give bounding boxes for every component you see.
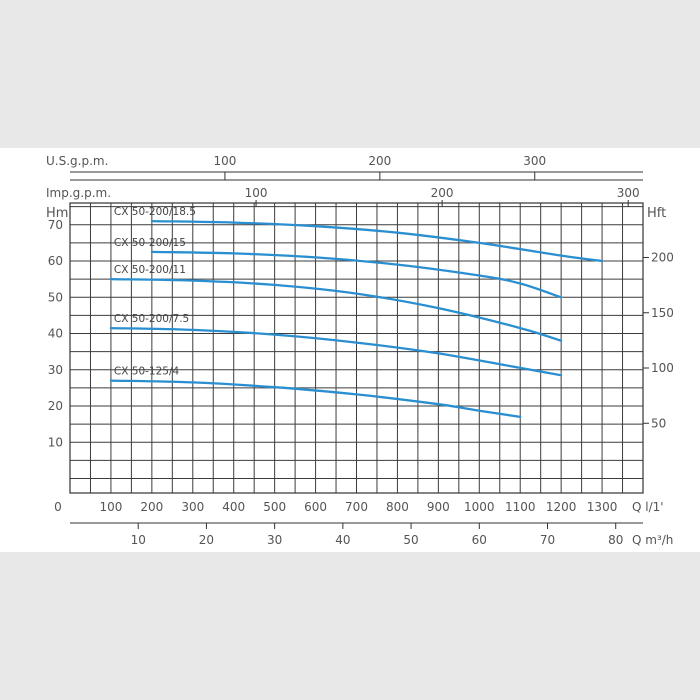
- hft-tick-label: 100: [651, 361, 674, 375]
- plot-frame: [69, 202, 644, 494]
- series-curves: CX 50-200/18.5 CX 50-200/15 CX 50-200/11 CX…: [109, 206, 604, 419]
- x-tick-label: 200: [140, 500, 163, 514]
- pump-curve-panel: U.S.g.p.m. Imp.g.p.m. Hm Hft Q l/1' Q m³…: [0, 148, 700, 552]
- x-tick-label: 1100: [505, 500, 536, 514]
- tick-labels: 100 200 300 100 200 300 0 100 200 300 400 500 600 700…: [48, 154, 674, 547]
- m3h-tick-label: 30: [267, 533, 282, 547]
- y-tick-label: 70: [48, 218, 63, 232]
- x-tick-label: 1200: [546, 500, 577, 514]
- impgpm-tick-label: 100: [245, 186, 268, 200]
- series-curve-4: [109, 379, 522, 419]
- grid: [69, 202, 644, 494]
- usgpm-tick-label: 100: [213, 154, 236, 168]
- x-axis-label-lpm: Q l/1': [632, 500, 664, 514]
- series-curve-1: [150, 250, 563, 299]
- series-label-2: CX 50-200/11: [114, 264, 186, 276]
- m3h-tick-label: 70: [540, 533, 555, 547]
- series-label-4: CX 50-125/4: [114, 366, 180, 378]
- y-axis-label-hft: Hft: [647, 206, 666, 221]
- m3h-tick-label: 80: [608, 533, 623, 547]
- m3h-tick-label: 20: [199, 533, 214, 547]
- y-tick-label: 40: [48, 327, 63, 341]
- x-tick-label: 700: [345, 500, 368, 514]
- impgpm-tick-label: 200: [431, 186, 454, 200]
- usgpm-tick-label: 200: [368, 154, 391, 168]
- y-tick-label: 50: [48, 290, 63, 304]
- x-tick-label: 100: [99, 500, 122, 514]
- x-tick-label: 300: [181, 500, 204, 514]
- hft-tick-label: 200: [651, 251, 674, 265]
- x-axis-label-m3h: Q m³/h: [632, 533, 673, 547]
- series-curve-2: [109, 277, 563, 342]
- series-label-3: CX 50-200/7.5: [114, 313, 189, 325]
- x-tick-label: 400: [222, 500, 245, 514]
- y-tick-label: 60: [48, 254, 63, 268]
- x-tick-label: 1300: [587, 500, 618, 514]
- impgpm-axis-label: Imp.g.p.m.: [46, 186, 111, 200]
- y-tick-label: 20: [48, 399, 63, 413]
- m3h-tick-label: 50: [403, 533, 418, 547]
- pump-performance-chart: U.S.g.p.m. Imp.g.p.m. Hm Hft Q l/1' Q m³…: [46, 154, 674, 547]
- usgpm-axis-label: U.S.g.p.m.: [46, 154, 108, 168]
- hft-tick-label: 50: [651, 416, 666, 430]
- series-label-0: CX 50-200/18.5: [114, 206, 196, 218]
- series-curve-0: [150, 219, 604, 263]
- x-tick-label: 600: [304, 500, 327, 514]
- x-tick-label: 800: [386, 500, 409, 514]
- m3h-tick-label: 40: [335, 533, 350, 547]
- m3h-tick-label: 60: [472, 533, 487, 547]
- impgpm-tick-label: 300: [617, 186, 640, 200]
- hft-tick-label: 150: [651, 306, 674, 320]
- y-axis-label-hm: Hm: [46, 206, 68, 221]
- series-curve-3: [109, 326, 563, 377]
- x-tick-label: 500: [263, 500, 286, 514]
- y-tick-label: 10: [48, 435, 63, 449]
- x-tick-label: 1000: [464, 500, 495, 514]
- series-label-1: CX 50-200/15: [114, 237, 186, 249]
- x-tick-label: 0: [54, 500, 62, 514]
- axes: [70, 171, 649, 529]
- m3h-tick-label: 10: [131, 533, 146, 547]
- x-tick-label: 900: [427, 500, 450, 514]
- y-tick-label: 30: [48, 363, 63, 377]
- usgpm-tick-label: 300: [523, 154, 546, 168]
